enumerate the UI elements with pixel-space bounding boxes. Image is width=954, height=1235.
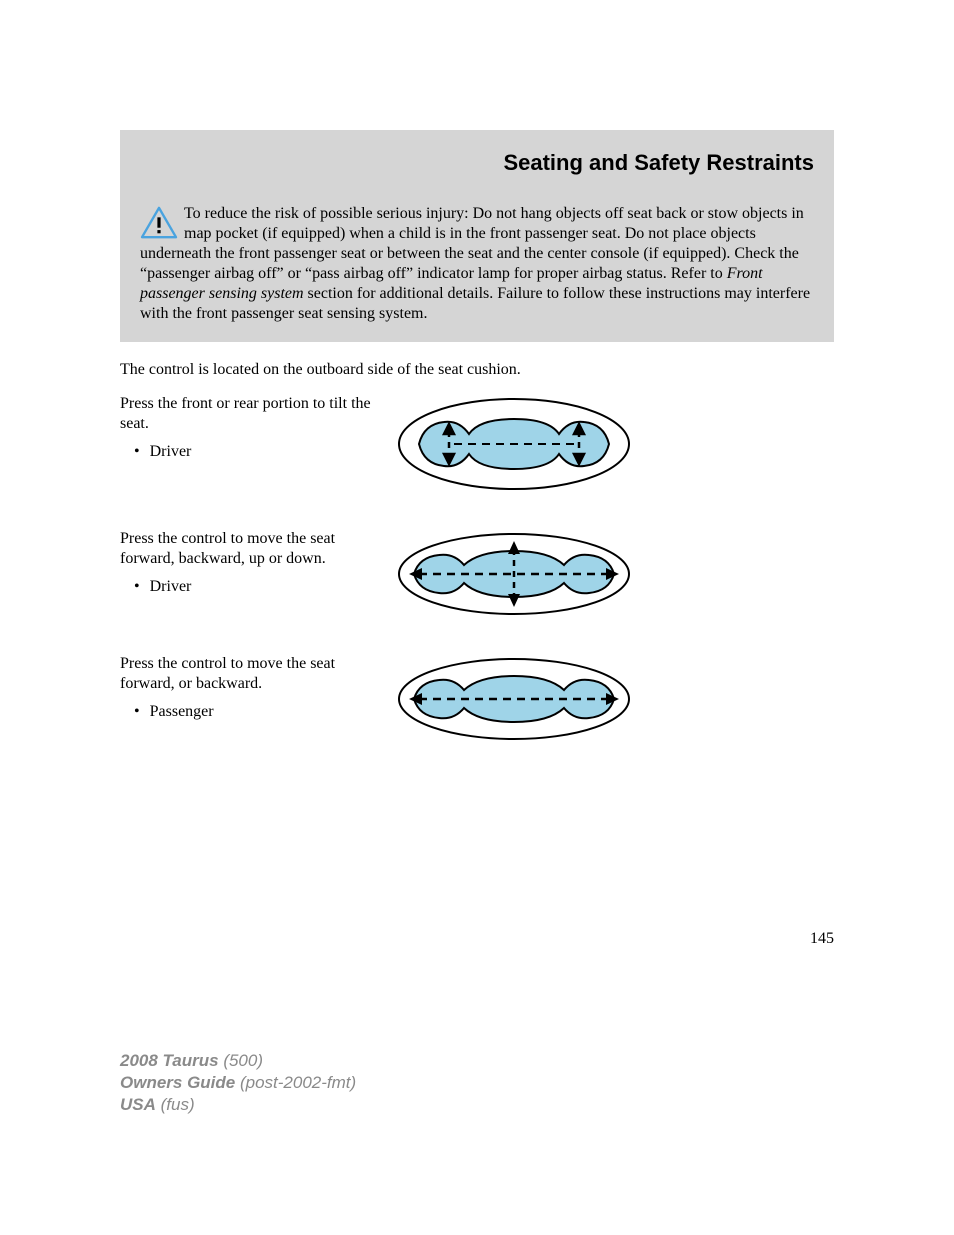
footer-line-1: 2008 Taurus (500) — [120, 1050, 356, 1072]
control-row: Press the front or rear portion to tilt … — [120, 394, 834, 499]
header-box: Seating and Safety Restraints To reduce … — [120, 130, 834, 342]
warning-text-1: To reduce the risk of possible serious i… — [140, 205, 804, 282]
control-text: Press the control to move the seat forwa… — [120, 654, 382, 722]
seat-control-diagram-fourway — [394, 529, 834, 624]
control-bullet: Passenger — [120, 702, 382, 722]
footer-line-2: Owners Guide (post-2002-fmt) — [120, 1072, 356, 1094]
control-instruction: Press the control to move the seat forwa… — [120, 529, 382, 569]
warning-icon — [140, 206, 178, 240]
section-title: Seating and Safety Restraints — [140, 150, 814, 176]
footer-line-3: USA (fus) — [120, 1094, 356, 1116]
document-page: Seating and Safety Restraints To reduce … — [0, 0, 954, 749]
control-bullet: Driver — [120, 442, 382, 462]
warning-block: To reduce the risk of possible serious i… — [140, 204, 814, 324]
page-number: 145 — [810, 930, 834, 948]
seat-control-diagram-tilt — [394, 394, 834, 499]
control-instruction: Press the front or rear portion to tilt … — [120, 394, 382, 434]
footer: 2008 Taurus (500) Owners Guide (post-200… — [120, 1050, 356, 1116]
control-text: Press the front or rear portion to tilt … — [120, 394, 382, 462]
intro-line: The control is located on the outboard s… — [120, 360, 834, 380]
control-text: Press the control to move the seat forwa… — [120, 529, 382, 597]
seat-control-diagram-twoway — [394, 654, 834, 749]
control-instruction: Press the control to move the seat forwa… — [120, 654, 382, 694]
control-bullet: Driver — [120, 577, 382, 597]
control-row: Press the control to move the seat forwa… — [120, 654, 834, 749]
control-row: Press the control to move the seat forwa… — [120, 529, 834, 624]
